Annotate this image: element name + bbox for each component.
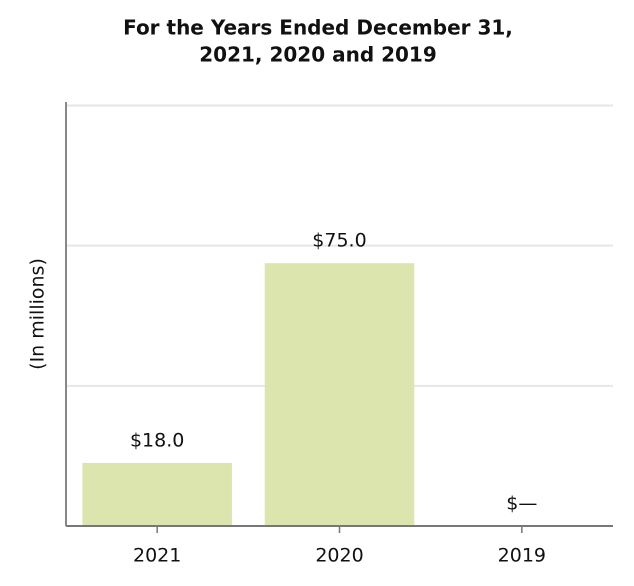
- value-label: $—: [506, 493, 537, 515]
- x-tick-label: 2021: [133, 545, 181, 567]
- bar: [264, 263, 415, 526]
- value-label: $18.0: [130, 429, 184, 451]
- x-tick-label: 2019: [498, 545, 546, 567]
- chart-title: For the Years Ended December 31,: [123, 16, 513, 40]
- bar: [82, 462, 232, 526]
- x-tick-label: 2020: [315, 545, 363, 567]
- value-label: $75.0: [312, 230, 366, 252]
- chart-title: 2021, 2020 and 2019: [199, 43, 437, 67]
- y-axis-label: (In millions): [27, 258, 49, 370]
